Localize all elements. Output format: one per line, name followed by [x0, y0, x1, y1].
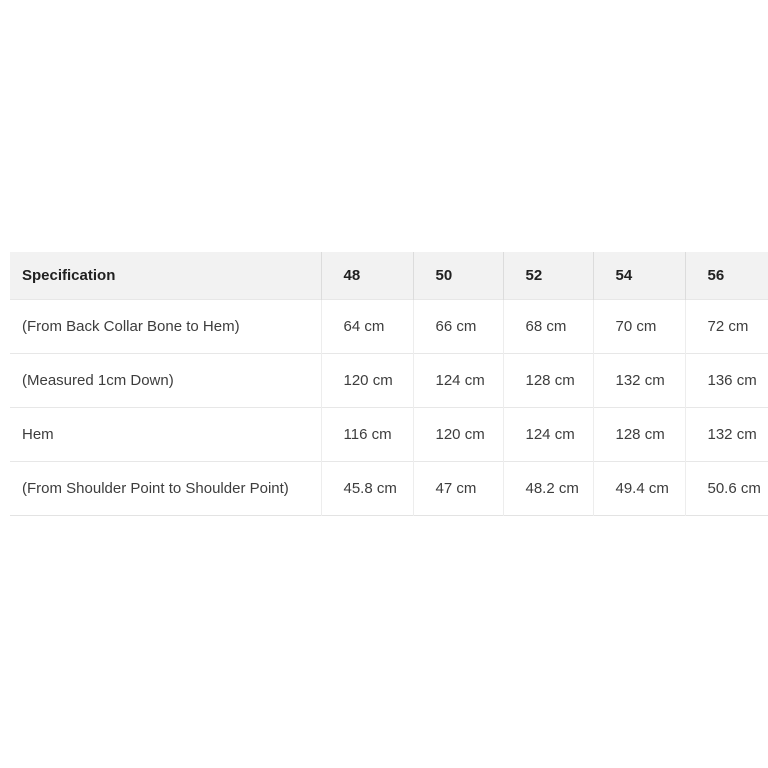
- value-cell: 49.4 cm: [592, 461, 685, 516]
- value-cell: 132 cm: [684, 407, 768, 462]
- value-cell: 72 cm: [684, 299, 768, 354]
- row-label-cell: (Measured 1cm Down): [10, 353, 321, 408]
- value-cell: 124 cm: [412, 353, 503, 408]
- size-specification-table: Specification 48 50 52 54 56 (From Back …: [10, 252, 768, 516]
- value-cell: 48.2 cm: [502, 461, 593, 516]
- column-header-size-52: 52: [502, 252, 593, 300]
- table-row: (From Back Collar Bone to Hem) 64 cm 66 …: [10, 299, 768, 354]
- table-row: (Measured 1cm Down) 120 cm 124 cm 128 cm…: [10, 353, 768, 408]
- row-label-cell: Hem: [10, 407, 321, 462]
- value-cell: 50.6 cm: [684, 461, 768, 516]
- column-header-size-56: 56: [684, 252, 768, 300]
- value-cell: 116 cm: [320, 407, 413, 462]
- value-cell: 70 cm: [592, 299, 685, 354]
- header-row: Specification 48 50 52 54 56: [10, 252, 768, 300]
- value-cell: 124 cm: [502, 407, 593, 462]
- column-header-size-54: 54: [592, 252, 685, 300]
- value-cell: 64 cm: [320, 299, 413, 354]
- row-label-cell: (From Shoulder Point to Shoulder Point): [10, 461, 321, 516]
- value-cell: 136 cm: [684, 353, 768, 408]
- value-cell: 68 cm: [502, 299, 593, 354]
- value-cell: 47 cm: [412, 461, 503, 516]
- value-cell: 120 cm: [320, 353, 413, 408]
- value-cell: 66 cm: [412, 299, 503, 354]
- value-cell: 128 cm: [502, 353, 593, 408]
- value-cell: 120 cm: [412, 407, 503, 462]
- row-label-cell: (From Back Collar Bone to Hem): [10, 299, 321, 354]
- value-cell: 128 cm: [592, 407, 685, 462]
- table-row: Hem 116 cm 120 cm 124 cm 128 cm 132 cm: [10, 407, 768, 462]
- table-row: (From Shoulder Point to Shoulder Point) …: [10, 461, 768, 516]
- column-header-size-48: 48: [320, 252, 413, 300]
- column-header-specification: Specification: [10, 252, 321, 300]
- column-header-size-50: 50: [412, 252, 503, 300]
- value-cell: 45.8 cm: [320, 461, 413, 516]
- value-cell: 132 cm: [592, 353, 685, 408]
